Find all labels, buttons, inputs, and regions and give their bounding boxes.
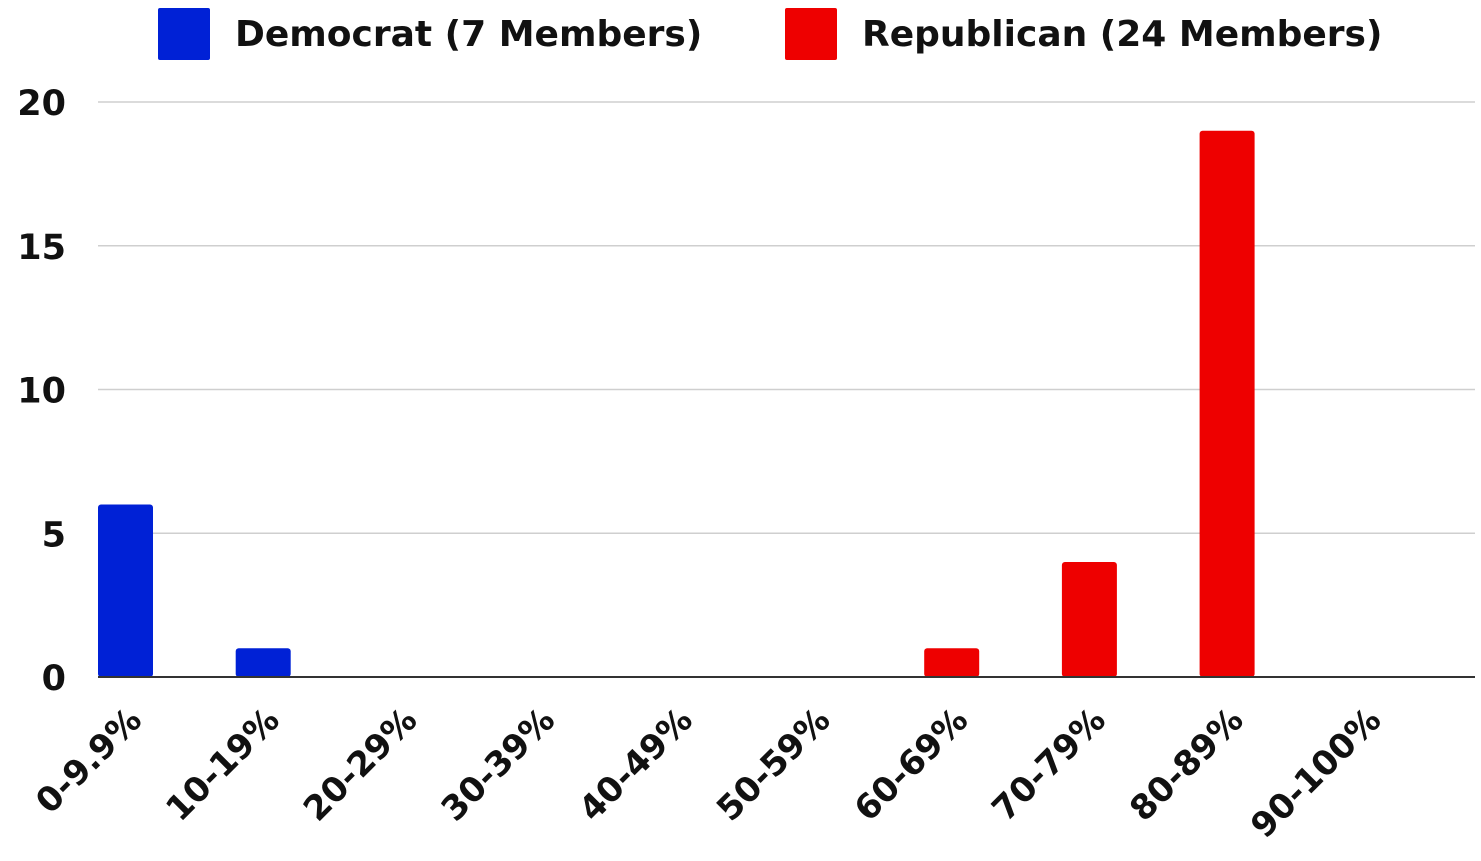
legend-label-democrat: Democrat (7 Members) — [235, 13, 703, 55]
x-tick-label: 30-39% — [434, 700, 563, 829]
x-tick-label: 70-79% — [984, 700, 1113, 829]
x-tick-label: 20-29% — [296, 700, 425, 829]
bar-republican — [924, 648, 980, 677]
x-tick-label: 60-69% — [847, 700, 976, 829]
x-tick-label: 0-9.9% — [28, 700, 150, 822]
y-tick-label: 20 — [17, 84, 66, 124]
legend-swatch-republican — [785, 8, 837, 60]
bar-democrat — [235, 648, 291, 677]
legend-item-democrat: Democrat (7 Members) — [158, 8, 702, 60]
bar-democrat — [98, 504, 153, 677]
legend-item-republican: Republican (24 Members) — [785, 8, 1382, 60]
legend-swatch-democrat — [158, 8, 210, 60]
x-tick-label: 40-49% — [571, 700, 700, 829]
y-tick-label: 15 — [17, 228, 66, 268]
x-tick-label: 80-89% — [1122, 700, 1251, 829]
bar-republican — [1061, 562, 1117, 677]
y-tick-label: 0 — [42, 659, 66, 699]
x-tick-label: 10-19% — [158, 700, 287, 829]
legend-label-republican: Republican (24 Members) — [862, 13, 1383, 55]
x-tick-label: 90-100% — [1243, 700, 1389, 846]
bar-republican — [1199, 130, 1255, 677]
x-tick-label: 50-59% — [709, 700, 838, 829]
y-tick-label: 10 — [17, 372, 66, 412]
y-tick-label: 5 — [42, 515, 66, 555]
legend: Democrat (7 Members) Republican (24 Memb… — [0, 4, 1481, 60]
